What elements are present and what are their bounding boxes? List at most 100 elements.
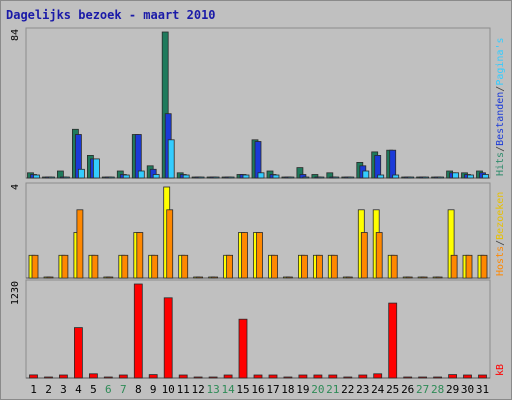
legend-entry: Hosts [495, 246, 506, 276]
bar-paginas [33, 174, 40, 179]
bar-paginas [137, 170, 145, 179]
bar-kb [373, 373, 383, 379]
bar-hosts [166, 209, 174, 279]
bar-hosts [136, 232, 144, 279]
bar-kb [313, 374, 323, 379]
bar-paginas [93, 158, 100, 179]
bar-hosts [226, 254, 234, 279]
bar-paginas [302, 176, 310, 179]
bar-paginas [152, 174, 160, 179]
bar-kb [328, 374, 338, 379]
bar-paginas [272, 174, 280, 179]
bar-hosts [91, 254, 99, 279]
day-tick-label: 10 [162, 383, 175, 396]
bar-kb [208, 376, 218, 379]
legend-entry: Pagina's [495, 37, 506, 85]
day-tick-label: 24 [371, 383, 385, 396]
panel-legend: Hits/Bestanden/Pagina's [495, 37, 506, 176]
panel-legend: Hosts/Bezoeken [495, 192, 506, 276]
bar-hosts [360, 232, 368, 279]
day-tick-label: 6 [105, 383, 112, 396]
day-tick-label: 14 [221, 383, 235, 396]
bar-kb [478, 374, 487, 379]
bar-paginas [287, 176, 295, 179]
bar-hosts [405, 276, 413, 279]
bar-bestanden [389, 149, 397, 179]
bar-kb [148, 374, 158, 379]
bar-hosts [46, 276, 54, 279]
series-hosts [31, 209, 488, 279]
bar-kb [343, 376, 353, 379]
bar-hosts [480, 254, 488, 279]
bar-hosts [330, 254, 338, 279]
bar-paginas [182, 174, 190, 179]
day-tick-label: 18 [281, 383, 294, 396]
bar-hosts [375, 232, 383, 279]
day-tick-label: 12 [191, 383, 204, 396]
bar-hosts [345, 276, 353, 279]
day-tick-label: 15 [236, 383, 249, 396]
bar-paginas [482, 174, 489, 179]
bar-kb [193, 376, 203, 379]
day-tick-label: 22 [341, 383, 354, 396]
bar-kb [29, 374, 38, 379]
bar-hosts [271, 254, 278, 279]
series-kb [29, 283, 487, 379]
legend-entry: / [495, 240, 506, 246]
chart-panels: 84Hits/Bestanden/Pagina's4Hosts/Bezoeken… [10, 27, 506, 379]
day-tick-label: 13 [206, 383, 219, 396]
bar-paginas [377, 174, 385, 179]
legend-entry: kB [495, 364, 506, 376]
bar-kb [268, 374, 278, 379]
bar-paginas [48, 176, 55, 179]
bar-kb [178, 374, 188, 379]
chart-title: Dagelijks bezoek - maart 2010 [6, 8, 216, 22]
bar-hosts [285, 276, 293, 279]
bar-paginas [437, 176, 445, 179]
bar-paginas [242, 174, 250, 179]
bar-kb [133, 283, 143, 379]
day-tick-label: 21 [326, 383, 339, 396]
bar-kb [163, 297, 173, 379]
bar-paginas [212, 176, 220, 179]
bar-paginas [257, 172, 265, 179]
bar-hosts [121, 254, 129, 279]
panel-scale-label: 84 [10, 29, 21, 41]
bar-kb [283, 376, 293, 379]
bar-kb [89, 373, 98, 379]
bar-hosts [151, 254, 159, 279]
bar-kb [118, 374, 128, 379]
bar-kb [59, 374, 68, 379]
bar-hosts [196, 276, 204, 279]
bar-kb [103, 376, 113, 379]
bar-kb [223, 374, 233, 379]
panel-scale-label: 1230 [10, 281, 21, 305]
bar-paginas [317, 176, 325, 179]
bar-paginas [63, 176, 70, 179]
day-tick-label: 16 [251, 383, 264, 396]
bar-hosts [465, 254, 473, 279]
day-tick-label: 2 [45, 383, 52, 396]
bar-kb [358, 374, 368, 379]
panel-top: 84 Hits/Bestanden/Pagina's [10, 27, 506, 179]
day-tick-label: 27 [416, 383, 429, 396]
bar-paginas [452, 172, 460, 179]
bar-paginas [392, 174, 400, 179]
day-tick-label: 29 [446, 383, 459, 396]
bar-kb [238, 318, 248, 379]
bar-hosts [390, 254, 398, 279]
day-tick-label: 26 [401, 383, 414, 396]
bar-hosts [211, 276, 219, 279]
legend-entry: Bestanden [495, 92, 506, 146]
day-axis: 1 2 3 4 5 6 7 8 9 10 11 12 13 14 15 16 17 18 19 20 21 22 23 24 2… [30, 383, 489, 396]
bar-hosts [420, 276, 428, 279]
legend-entry: Bezoeken [495, 192, 506, 240]
bar-paginas [78, 168, 85, 179]
bar-paginas [422, 176, 430, 179]
bar-paginas [167, 139, 175, 179]
day-tick-label: 17 [266, 383, 279, 396]
day-tick-label: 4 [75, 383, 82, 396]
bar-paginas [407, 176, 415, 179]
